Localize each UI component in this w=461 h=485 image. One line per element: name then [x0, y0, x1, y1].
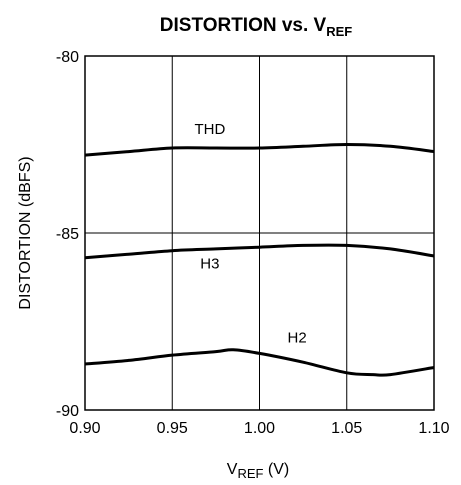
x-tick-label: 1.05 [331, 420, 362, 437]
y-tick-label: -85 [56, 226, 79, 243]
x-tick-label: 0.90 [69, 420, 100, 437]
plot-area [84, 55, 435, 411]
x-axis-label-suffix: (V) [263, 461, 289, 478]
x-tick-label: 0.95 [157, 420, 188, 437]
x-axis-label-main: V [227, 461, 238, 478]
series-line-h3 [84, 243, 435, 260]
series-label-h2: H2 [288, 330, 307, 347]
chart-title-main: DISTORTION vs. V [160, 15, 327, 36]
chart-title-sub: REF [326, 24, 352, 39]
y-tick-label: -90 [56, 403, 79, 420]
x-axis-label-sub: REF [237, 466, 263, 481]
series-labels: THD H3 H2 [194, 121, 306, 347]
plot-frame [84, 55, 435, 411]
chart-title: DISTORTION vs. VREF [160, 15, 353, 39]
series-line-h2 [84, 348, 435, 377]
grid [85, 56, 434, 410]
y-tick-labels: -80 -85 -90 [56, 49, 79, 420]
series-line-thd [84, 143, 435, 157]
series-label-h3: H3 [200, 255, 219, 272]
y-tick-label: -80 [56, 49, 79, 66]
series-label-thd: THD [194, 121, 225, 138]
x-tick-label: 1.10 [418, 420, 449, 437]
x-axis-label: VREF (V) [227, 461, 289, 481]
x-tick-label: 1.00 [244, 420, 275, 437]
series-group [84, 143, 435, 377]
y-axis-label: DISTORTION (dBFS) [17, 156, 34, 309]
x-tick-labels: 0.90 0.95 1.00 1.05 1.10 [69, 420, 449, 437]
